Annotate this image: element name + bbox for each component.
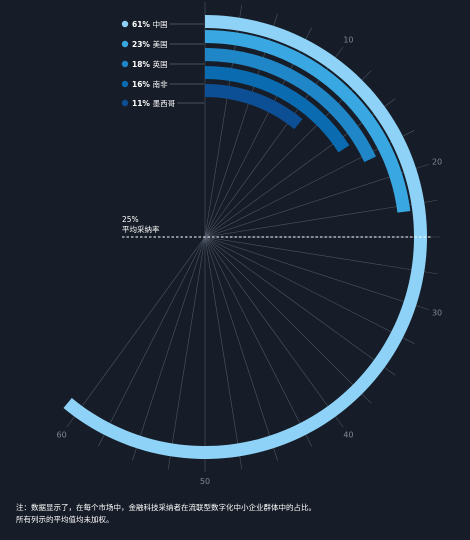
legend-swatch [121,20,129,28]
legend-value: 18% [132,60,153,69]
legend-label: 11% 墨西哥 [132,99,176,108]
legend-label: 16% 南非 [132,79,168,89]
axis-tick-label: 30 [432,308,442,317]
legend-swatch [121,60,129,68]
grid-spoke [167,236,206,470]
footnote-line-2: 所有列示的平均值均未加权。 [16,515,114,524]
grid-spoke [204,236,372,404]
average-value-label: 25% [122,215,139,224]
legend-swatch [121,80,129,88]
footnote: 注：数据显示了，在每个市场中，金融科技采纳者在流联型数字化中小企业群体中的占比。… [16,502,456,526]
radial-bar [205,48,377,163]
grid-spoke [98,236,206,447]
average-text-label: 平均采纳率 [122,224,160,234]
legend-value: 11% [132,99,153,108]
axis-tick-label: 60 [56,430,66,439]
axis-tick-label: 40 [343,430,353,439]
legend-series-name: 墨西哥 [153,99,176,108]
grid-spoke [204,236,438,275]
legend-label: 18% 英国 [132,59,168,69]
footnote-line-1: 注：数据显示了，在每个市场中，金融科技采纳者在流联型数字化中小企业群体中的占比。 [16,503,316,512]
legend-swatch [121,99,129,107]
grid-spoke [132,236,206,461]
grid-spoke [204,236,344,428]
radial-bar [205,66,350,153]
grid-spoke [204,236,243,470]
legend-series-name: 中国 [153,19,168,29]
radial-bar [205,30,411,213]
grid-lines [66,2,440,472]
grid-spoke [204,236,312,447]
axis-tick-label: 20 [432,158,442,167]
legend-label: 23% 美国 [132,39,168,49]
legend-series-name: 英国 [153,59,168,69]
legend-swatch [121,40,129,48]
grid-spoke [204,236,396,376]
grid-spoke [204,236,429,310]
grid-spoke [66,236,206,428]
axis-tick-label: 10 [343,36,353,45]
legend-value: 23% [132,40,153,49]
legend-series-name: 美国 [153,39,168,49]
legend-series-name: 南非 [153,79,168,89]
legend-value: 61% [132,20,153,29]
legend-label: 61% 中国 [132,19,168,29]
legend-value: 16% [132,80,153,89]
radial-bar [205,84,303,130]
grid-spoke [204,236,415,344]
axis-tick-label: 50 [200,477,210,486]
grid-spoke [204,236,278,461]
